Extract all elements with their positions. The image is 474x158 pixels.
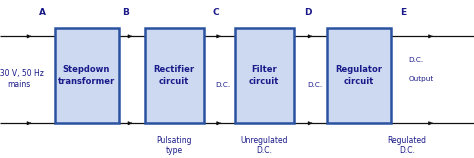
Text: Stepdown
transformer: Stepdown transformer [58,65,115,86]
Text: D.C.: D.C. [409,57,424,63]
Text: 230 V, 50 Hz
mains: 230 V, 50 Hz mains [0,69,44,89]
Text: Rectifier
circuit: Rectifier circuit [154,65,195,86]
Text: Regulator
circuit: Regulator circuit [336,65,383,86]
Text: B: B [122,8,129,17]
Text: Filter
circuit: Filter circuit [249,65,280,86]
Text: A: A [39,8,46,17]
Text: E: E [400,8,406,17]
Text: Regulated
D.C.: Regulated D.C. [387,136,426,155]
Bar [145,28,204,123]
Text: D.C.: D.C. [216,82,231,88]
Text: D.C.: D.C. [307,82,322,88]
Text: Unregulated
D.C.: Unregulated D.C. [241,136,288,155]
Text: D: D [304,8,312,17]
Text: C: C [212,8,219,17]
Bar [55,28,118,123]
Bar [327,28,391,123]
Text: Output: Output [409,76,434,82]
Bar [235,28,294,123]
Text: Pulsating
type: Pulsating type [157,136,192,155]
